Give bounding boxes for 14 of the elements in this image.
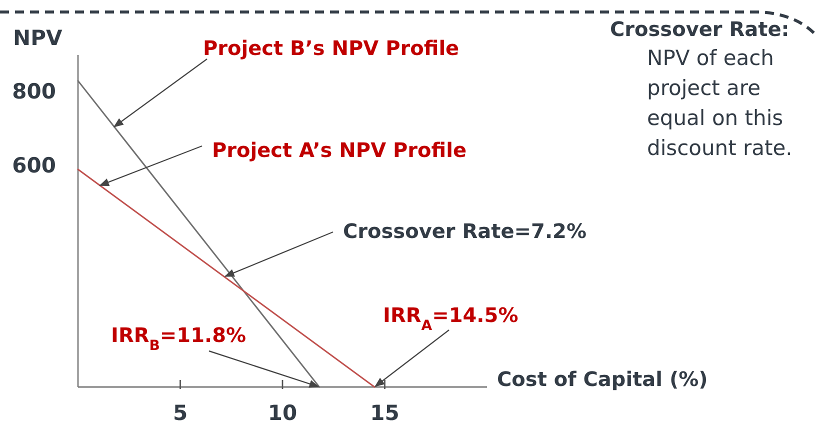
annotation: IRR$_{A}$=14.5% [383,303,518,334]
text: Project B’s NPV Profile [203,36,460,60]
x-tick-label: 5 [172,400,188,425]
x-axis-title: Cost of Capital (%) [497,367,708,391]
x-tick-label: 10 [268,400,298,425]
text: NPV of each project are equal on this discount rate. [647,46,792,160]
y-tick-label: 600 [12,153,56,178]
annotation: IRR$_{B}$=11.8% [111,323,246,354]
text: Crossover Rate: [610,17,790,41]
y-axis-title: NPV [13,26,63,50]
y-tick-label: 800 [12,80,56,104]
text: Project A’s NPV Profile [212,138,467,162]
annotation: Crossover Rate=7.2% [343,219,587,243]
x-tick-label: 15 [370,400,400,425]
